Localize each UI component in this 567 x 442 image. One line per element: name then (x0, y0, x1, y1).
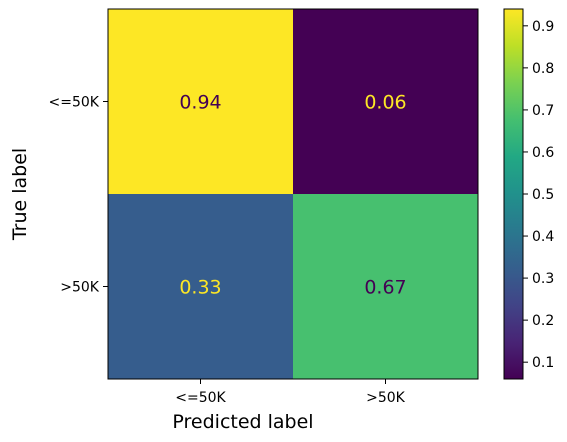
x-tick-label: <=50K (175, 390, 226, 406)
matrix-cell-1-0 (108, 194, 293, 379)
colorbar-tick-label: 0.6 (532, 145, 554, 161)
y-tick-label: <=50K (49, 95, 100, 111)
colorbar-gradient (504, 9, 523, 379)
cell-value-label-0-0: 0.94 (179, 92, 221, 114)
x-axis-label: Predicted label (172, 411, 313, 433)
cell-value-label-0-1: 0.06 (364, 92, 406, 114)
colorbar: 0.1 0.2 0.3 0.4 0.5 0.6 0.7 0.8 0.9 (503, 8, 554, 380)
x-axis-ticks: <=50K >50K (175, 379, 406, 406)
colorbar-tick-label: 0.2 (532, 313, 554, 329)
matrix-cell-labels: 0.94 0.06 0.33 0.67 (179, 92, 406, 299)
colorbar-tick-label: 0.1 (532, 355, 554, 371)
y-tick-label: >50K (60, 280, 100, 296)
matrix-cell-1-1 (293, 194, 478, 379)
colorbar-tick-label: 0.3 (532, 271, 554, 287)
colorbar-tick-label: 0.5 (532, 187, 554, 203)
y-axis-ticks: <=50K >50K (49, 95, 108, 296)
colorbar-tick-label: 0.7 (532, 103, 554, 119)
colorbar-tick-label: 0.4 (532, 229, 554, 245)
colorbar-tick-label: 0.8 (532, 61, 554, 77)
matrix-axes (107, 8, 479, 380)
matrix-cell-0-1 (293, 9, 478, 194)
x-tick-label: >50K (366, 390, 406, 406)
matrix-cell-0-0 (108, 9, 293, 194)
cell-value-label-1-1: 0.67 (364, 277, 406, 299)
colorbar-tick-label: 0.9 (532, 19, 554, 35)
cell-value-label-1-0: 0.33 (179, 277, 221, 299)
matrix-frame (107, 8, 479, 380)
y-axis-label: True label (9, 148, 31, 241)
matrix-cells (108, 9, 478, 379)
